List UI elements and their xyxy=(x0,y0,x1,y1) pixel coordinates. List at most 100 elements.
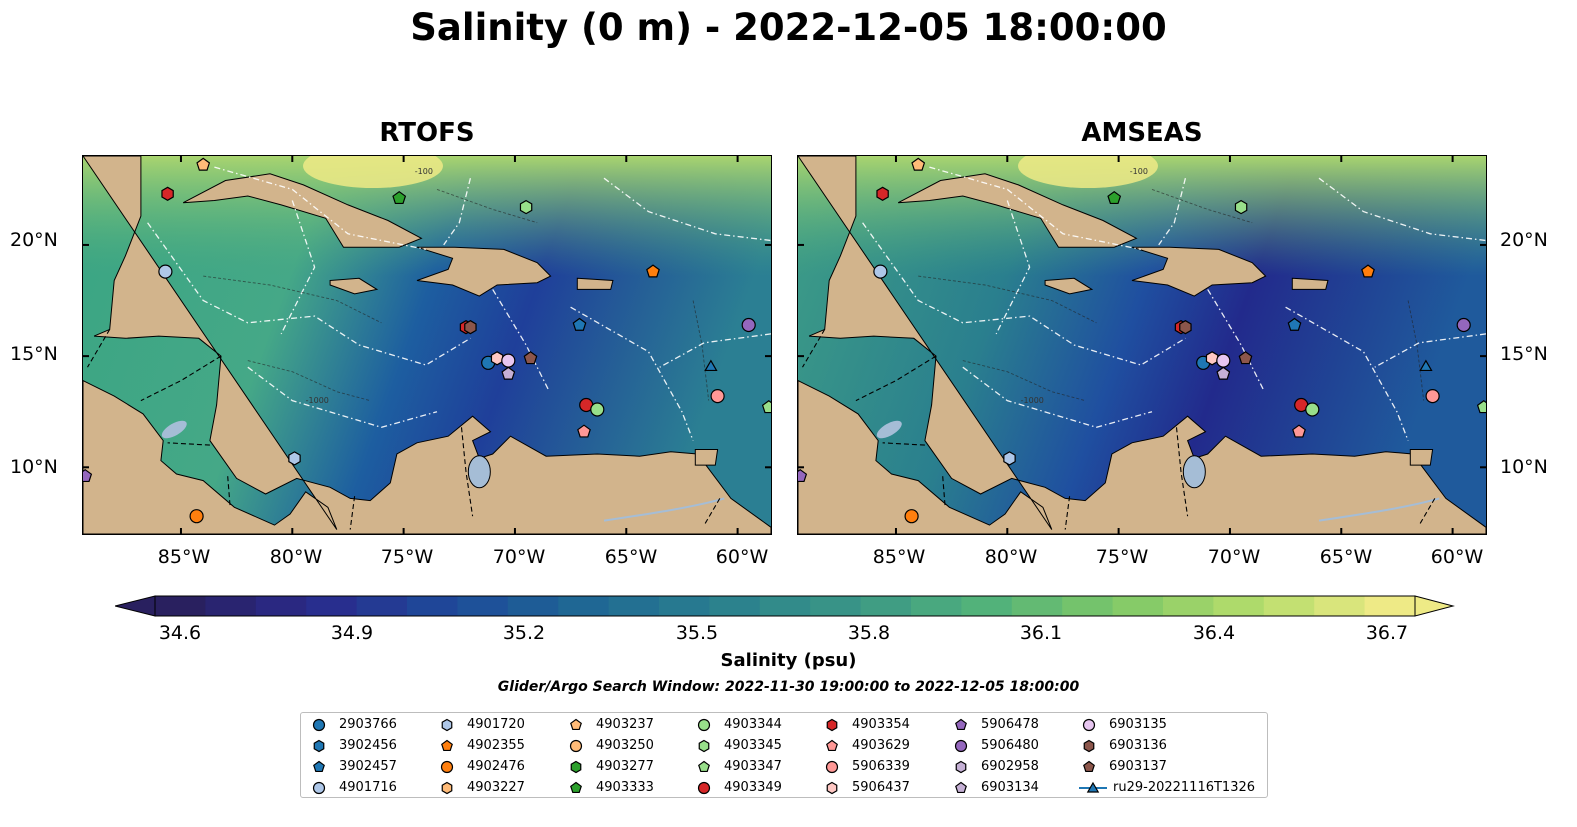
legend-marker xyxy=(441,781,453,795)
colorbar-segment xyxy=(255,596,307,616)
legend-marker xyxy=(1086,781,1100,793)
legend-label: 4903629 xyxy=(852,738,910,753)
eez-boundary xyxy=(147,222,471,366)
country-border xyxy=(1175,427,1189,517)
float-marker xyxy=(646,264,660,278)
country-border xyxy=(140,355,222,402)
map-amseas: -100 -1000 xyxy=(797,155,1487,535)
land-jamaica xyxy=(1044,277,1094,295)
float-marker xyxy=(741,317,756,333)
legend-pentagon-icon xyxy=(313,760,325,773)
colorbar-segment xyxy=(1263,596,1315,616)
colorbar-segment xyxy=(457,596,509,616)
country-border xyxy=(349,496,356,530)
legend-circle-icon xyxy=(312,718,326,732)
eez-boundary xyxy=(214,166,427,251)
float-marker xyxy=(490,351,504,366)
legend-label: 4903250 xyxy=(596,738,654,753)
legend-label: 4901720 xyxy=(467,717,525,732)
legend-label: 4903345 xyxy=(724,738,782,753)
search-window-text: Glider/Argo Search Window: 2022-11-30 19… xyxy=(497,679,1080,695)
colorbar-segment xyxy=(659,596,710,616)
colorbar-segment xyxy=(558,596,610,616)
legend-marker xyxy=(440,760,454,774)
eez-boundary xyxy=(1285,306,1409,441)
lon-label-80w-left: 80°W xyxy=(269,546,323,568)
land-cuba xyxy=(897,173,1138,248)
legend-label: 6903134 xyxy=(981,780,1039,795)
legend-label: 4902476 xyxy=(467,759,525,774)
legend-hexagon-icon xyxy=(313,739,325,753)
float-marker xyxy=(710,389,725,404)
land-hispaniola xyxy=(416,246,552,297)
lon-label-80w-right: 80°W xyxy=(984,546,1038,568)
legend-circle-icon xyxy=(825,760,839,774)
colorbar-extend-low xyxy=(115,595,156,617)
legend-marker xyxy=(313,739,325,753)
legend-label: 4903333 xyxy=(596,780,654,795)
legend-marker xyxy=(826,781,838,795)
legend-label: 4903354 xyxy=(852,717,910,732)
float-marker xyxy=(1216,353,1231,368)
float-marker xyxy=(501,353,516,368)
legend-label: 4903227 xyxy=(467,780,525,795)
legend-pentagon-icon xyxy=(826,739,838,752)
legend-hexagon-icon xyxy=(570,760,582,774)
legend-marker xyxy=(698,760,710,773)
eez-boundary xyxy=(247,366,438,428)
colorbar-tick-36-4: 36.4 xyxy=(1192,622,1236,644)
colorbar-frame xyxy=(154,595,1416,617)
legend-hexagon-icon xyxy=(698,739,710,753)
bathymetry-contour xyxy=(203,275,382,324)
eez-boundary xyxy=(929,166,1142,251)
float-marker xyxy=(1234,199,1248,215)
map-canvas-amseas: -100 -1000 xyxy=(798,156,1486,534)
lon-label-65w-right: 65°W xyxy=(1319,546,1373,568)
contour-label: -100 xyxy=(1130,167,1148,176)
eez-boundary xyxy=(1158,178,1187,246)
bathymetry-contour xyxy=(247,360,371,402)
float-marker xyxy=(1476,400,1486,414)
float-marker xyxy=(288,451,301,466)
country-border xyxy=(1064,496,1071,530)
float-marker xyxy=(1238,351,1253,365)
legend-marker xyxy=(1082,718,1096,732)
legend-marker xyxy=(698,739,710,753)
contour-label: -1000 xyxy=(306,396,329,405)
legend-marker xyxy=(826,739,838,752)
country-border xyxy=(703,498,721,526)
float-marker xyxy=(798,468,808,483)
legend-hexagon-icon xyxy=(955,760,967,774)
legend-marker xyxy=(955,760,967,774)
colorbar-tick-35-8: 35.8 xyxy=(847,622,891,644)
colorbar-tick-36-1: 36.1 xyxy=(1019,622,1063,644)
legend-marker xyxy=(441,739,453,752)
bathymetry-contour xyxy=(962,360,1086,402)
panel-title-rtofs: RTOFS xyxy=(379,118,475,148)
colorbar-segment xyxy=(407,596,458,616)
legend-marker xyxy=(441,718,453,732)
eez-boundary xyxy=(862,222,1186,366)
colorbar-segment xyxy=(810,596,862,616)
float-marker xyxy=(523,351,538,365)
float-marker xyxy=(590,402,605,417)
float-marker xyxy=(189,509,204,524)
high-salinity-patch xyxy=(303,156,443,188)
colorbar-segment xyxy=(1011,596,1063,616)
legend-label: 3902457 xyxy=(339,759,397,774)
lon-label-85w-left: 85°W xyxy=(157,546,211,568)
legend-hexagon-icon xyxy=(826,781,838,795)
legend-label: 4901716 xyxy=(339,780,397,795)
colorbar-segment xyxy=(1314,596,1366,616)
legend: 2903766 3902456 3902457 4901716 4901720 49023… xyxy=(300,712,1268,798)
float-marker xyxy=(1305,402,1320,417)
eez-boundary xyxy=(570,306,694,441)
colorbar-tick-35-5: 35.5 xyxy=(675,622,719,644)
land-puertorico xyxy=(576,277,614,290)
eez-boundary xyxy=(1318,177,1486,242)
eez-boundary xyxy=(280,200,316,335)
land-jamaica xyxy=(329,277,379,295)
contour-label: -1000 xyxy=(1021,396,1044,405)
lake-nicaragua xyxy=(876,420,902,439)
colorbar-segment xyxy=(759,596,811,616)
